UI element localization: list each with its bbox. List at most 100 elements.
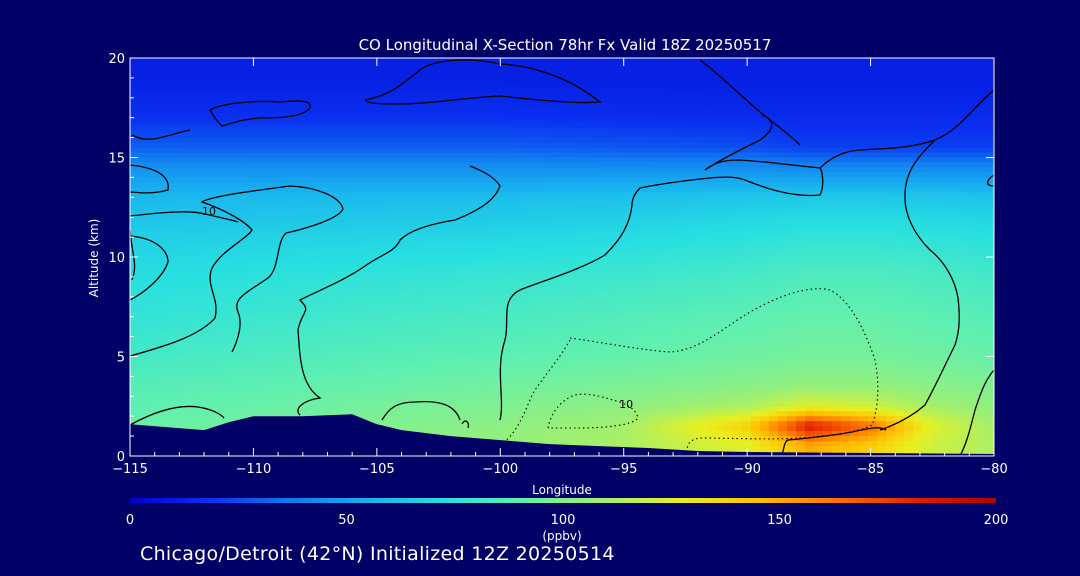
field-cell bbox=[913, 296, 923, 303]
field-cell bbox=[490, 266, 500, 273]
field-cell bbox=[859, 281, 869, 288]
field-cell bbox=[301, 197, 311, 203]
field-cell bbox=[427, 296, 437, 303]
field-cell bbox=[265, 122, 275, 129]
field-cell bbox=[346, 286, 356, 293]
field-cell bbox=[535, 142, 545, 149]
field-cell bbox=[652, 122, 662, 129]
field-cell bbox=[607, 102, 617, 109]
field-cell bbox=[346, 237, 356, 243]
field-cell bbox=[481, 182, 491, 188]
field-cell bbox=[697, 296, 707, 303]
field-cell bbox=[760, 286, 770, 293]
field-cell bbox=[787, 271, 797, 278]
field-cell bbox=[193, 291, 203, 298]
field-cell bbox=[526, 62, 536, 69]
field-cell bbox=[337, 217, 347, 223]
field-cell bbox=[148, 276, 158, 283]
field-cell bbox=[958, 177, 968, 183]
field-cell bbox=[742, 286, 752, 293]
field-cell bbox=[256, 237, 266, 243]
field-cell bbox=[175, 187, 185, 193]
field-cell bbox=[490, 167, 500, 174]
field-cell bbox=[589, 217, 599, 223]
field-cell bbox=[274, 97, 284, 104]
field-cell bbox=[544, 82, 554, 89]
field-cell bbox=[823, 77, 833, 84]
field-cell bbox=[139, 82, 149, 89]
field-cell bbox=[310, 147, 320, 154]
field-cell bbox=[931, 62, 941, 69]
field-cell bbox=[346, 152, 356, 159]
field-cell bbox=[679, 122, 689, 129]
field-cell bbox=[517, 62, 527, 69]
field-cell bbox=[751, 261, 761, 268]
field-cell bbox=[643, 306, 653, 313]
field-cell bbox=[166, 172, 176, 178]
field-cell bbox=[787, 301, 797, 308]
field-cell bbox=[499, 286, 509, 293]
field-cell bbox=[409, 281, 419, 288]
field-cell bbox=[274, 177, 284, 183]
field-cell bbox=[499, 217, 509, 223]
field-cell bbox=[949, 252, 959, 258]
field-cell bbox=[661, 112, 671, 119]
field-cell bbox=[634, 217, 644, 223]
field-cell bbox=[346, 266, 356, 273]
field-cell bbox=[220, 311, 230, 318]
field-cell bbox=[922, 252, 932, 258]
field-cell bbox=[733, 107, 743, 114]
field-cell bbox=[526, 237, 536, 243]
field-cell bbox=[238, 102, 248, 109]
field-cell bbox=[769, 97, 779, 104]
field-cell bbox=[976, 237, 986, 243]
field-cell bbox=[580, 207, 590, 213]
field-cell bbox=[490, 122, 500, 129]
field-cell bbox=[463, 237, 473, 243]
field-cell bbox=[229, 127, 239, 134]
field-cell bbox=[778, 97, 788, 104]
field-cell bbox=[688, 87, 698, 94]
field-cell bbox=[247, 207, 257, 213]
field-cell bbox=[463, 107, 473, 114]
field-cell bbox=[922, 306, 932, 313]
field-cell bbox=[940, 296, 950, 303]
field-cell bbox=[778, 311, 788, 318]
field-cell bbox=[499, 167, 509, 174]
field-cell bbox=[562, 167, 572, 174]
field-cell bbox=[985, 261, 994, 268]
field-cell bbox=[319, 97, 329, 104]
field-cell bbox=[742, 162, 752, 169]
field-cell bbox=[688, 222, 698, 228]
field-cell bbox=[391, 187, 401, 193]
field-cell bbox=[841, 192, 851, 198]
field-cell bbox=[796, 202, 806, 208]
field-cell bbox=[256, 172, 266, 178]
field-cell bbox=[130, 217, 140, 223]
field-cell bbox=[184, 172, 194, 178]
field-cell bbox=[688, 142, 698, 149]
field-cell bbox=[220, 232, 230, 238]
field-cell bbox=[445, 127, 455, 134]
field-cell bbox=[724, 281, 734, 288]
field-cell bbox=[175, 306, 185, 313]
field-cell bbox=[238, 232, 248, 238]
field-cell bbox=[247, 212, 257, 218]
field-cell bbox=[733, 266, 743, 273]
field-cell bbox=[202, 232, 212, 238]
field-cell bbox=[391, 207, 401, 213]
field-cell bbox=[976, 72, 986, 79]
field-cell bbox=[211, 92, 221, 99]
field-cell bbox=[481, 177, 491, 183]
field-cell bbox=[850, 257, 860, 263]
field-cell bbox=[976, 222, 986, 228]
field-cell bbox=[724, 142, 734, 149]
field-cell bbox=[220, 77, 230, 84]
field-cell bbox=[580, 137, 590, 144]
field-cell bbox=[913, 212, 923, 218]
field-cell bbox=[949, 212, 959, 218]
field-cell bbox=[751, 132, 761, 139]
field-cell bbox=[589, 152, 599, 159]
field-cell bbox=[931, 87, 941, 94]
field-cell bbox=[616, 112, 626, 119]
